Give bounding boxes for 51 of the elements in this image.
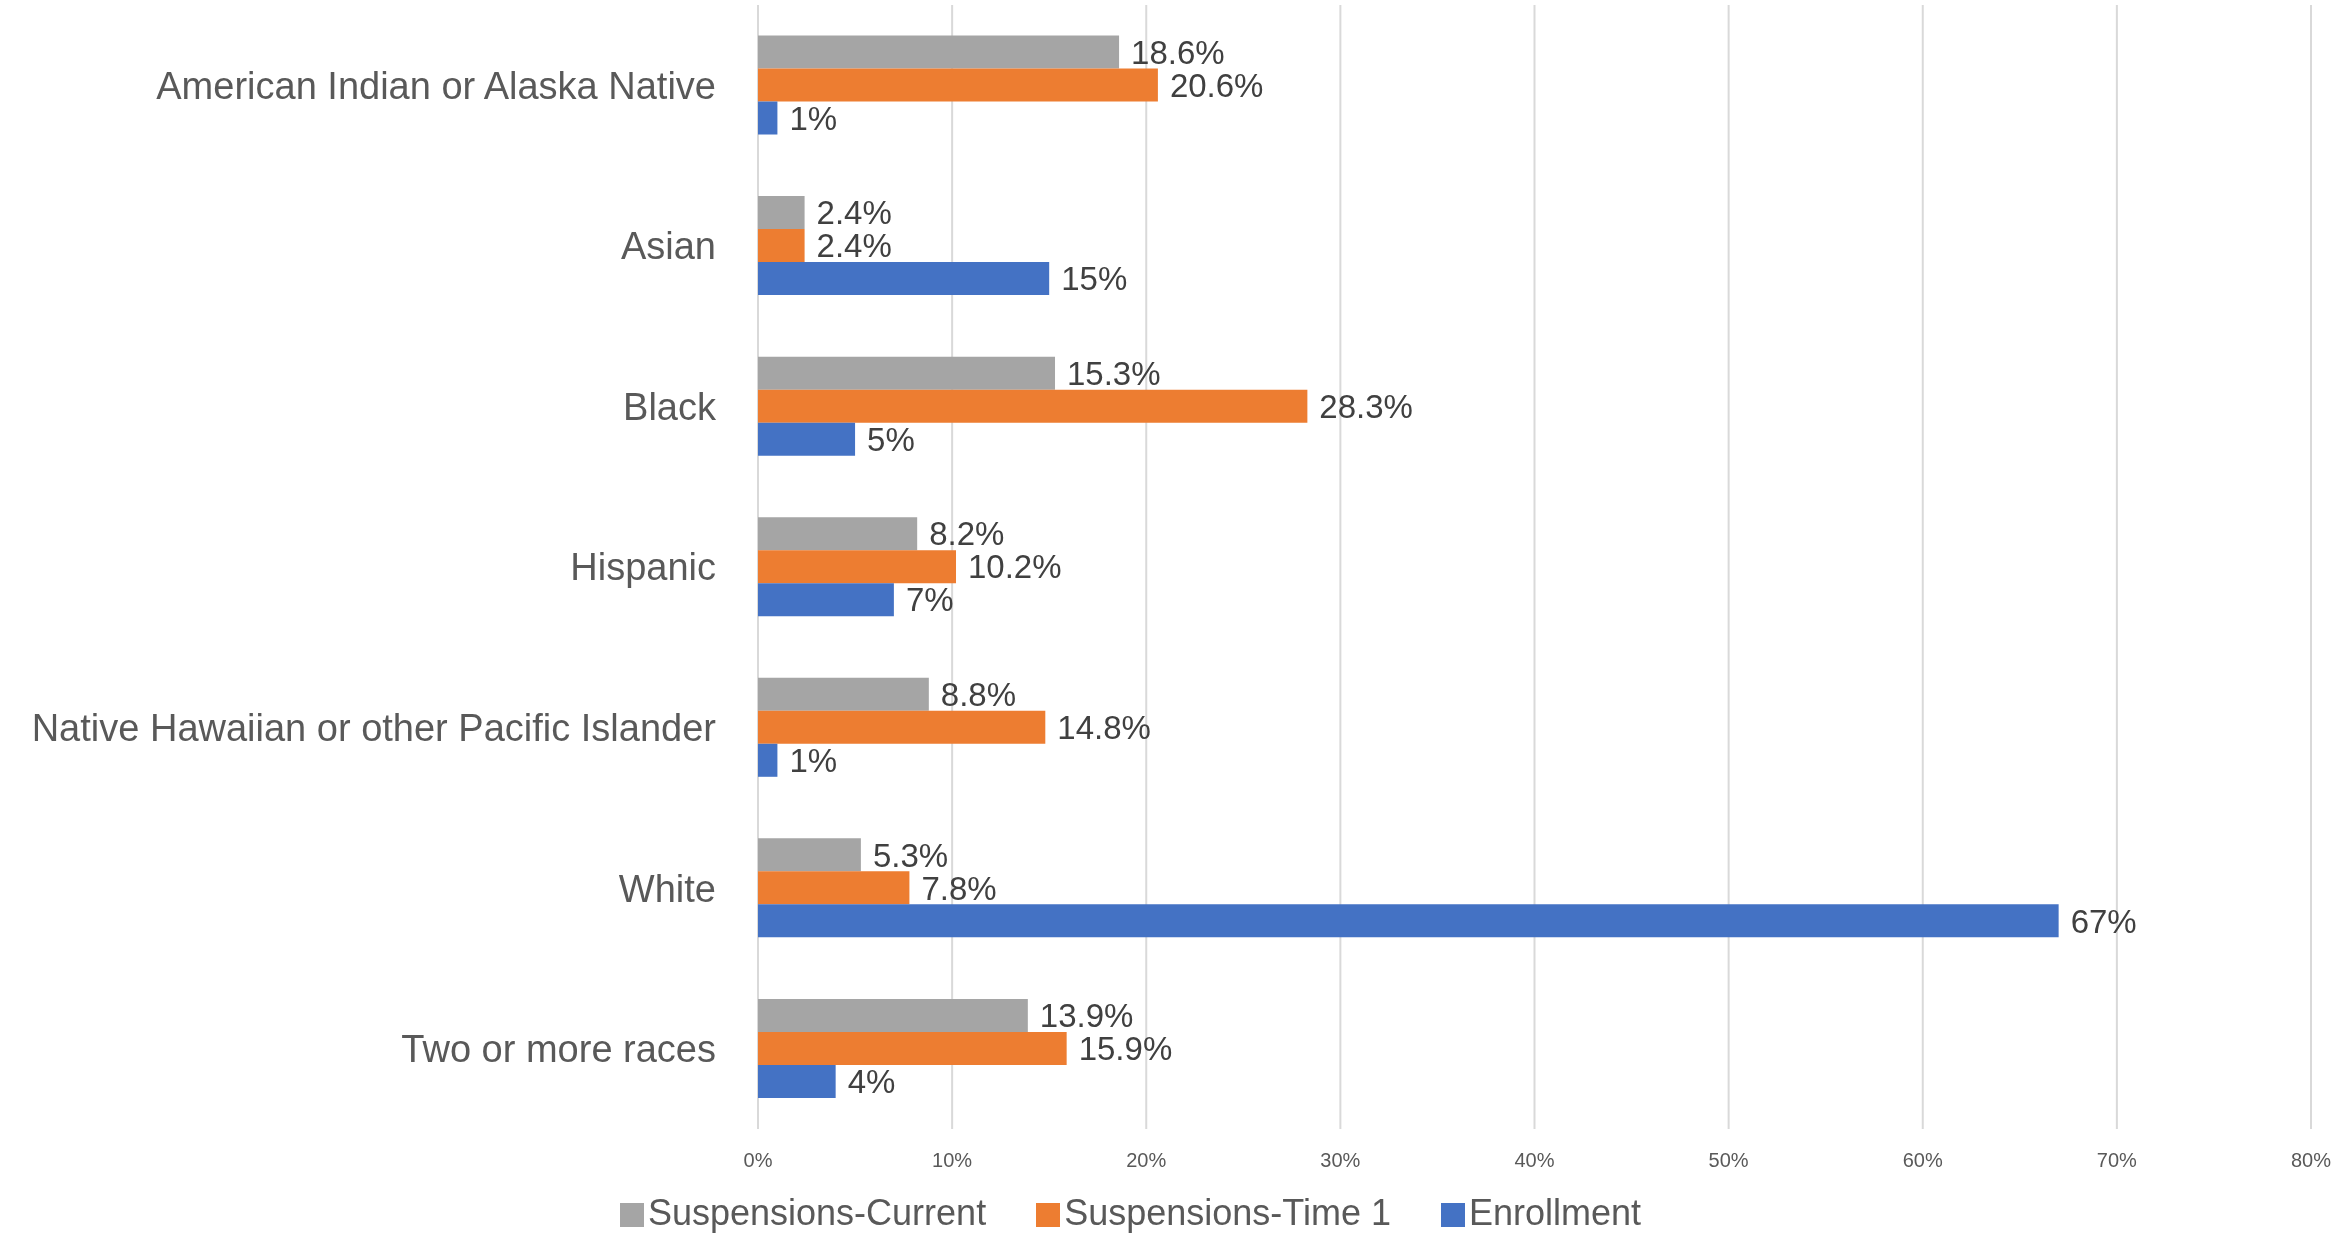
bar [758, 196, 805, 230]
bar [758, 422, 856, 456]
legend-label: Enrollment [1468, 1192, 1642, 1233]
bar [758, 356, 1056, 390]
data-label: 5% [867, 420, 915, 458]
x-tick-label: 20% [1126, 1149, 1167, 1172]
y-tick-label: Native Hawaiian or other Pacific Islander [31, 707, 717, 750]
data-label: 1% [789, 99, 838, 137]
bar [758, 871, 910, 905]
x-tick-label: 30% [1320, 1149, 1361, 1172]
data-label: 1% [789, 742, 838, 780]
data-label: 28.3% [1319, 387, 1413, 425]
bar [758, 101, 778, 135]
bar [758, 583, 894, 617]
legend-label: Suspensions-Time 1 [1064, 1192, 1391, 1233]
data-label: 15.3% [1067, 354, 1161, 392]
x-tick-label: 70% [2096, 1149, 2138, 1172]
bar [758, 68, 1158, 102]
x-tick-label: 50% [1708, 1149, 1749, 1172]
bar [758, 904, 2059, 938]
bar [758, 677, 929, 711]
bar [758, 1064, 836, 1098]
x-tick-label: 10% [932, 1149, 973, 1172]
bar [758, 35, 1120, 69]
data-label: 8.8% [940, 676, 1017, 714]
y-tick-label: Asian [620, 225, 716, 268]
x-tick-label: 40% [1514, 1149, 1555, 1172]
bar [758, 838, 861, 872]
y-tick-label: White [618, 867, 716, 910]
y-tick-label: Black [623, 385, 717, 428]
bar [758, 262, 1050, 296]
data-label: 14.8% [1057, 709, 1151, 747]
legend-label: Suspensions-Current [647, 1192, 987, 1233]
bar [758, 710, 1046, 744]
data-label: 7% [905, 581, 954, 619]
bar [758, 1031, 1067, 1065]
data-label: 67% [2070, 902, 2137, 940]
bar [758, 998, 1028, 1032]
data-label: 4% [847, 1063, 896, 1101]
x-tick-label: 0% [743, 1149, 773, 1172]
bar [758, 229, 805, 263]
y-tick-label: American Indian or Alaska Native [156, 64, 716, 107]
bar [758, 550, 957, 584]
y-tick-label: Two or more races [401, 1028, 716, 1071]
bar [758, 517, 918, 551]
bar [758, 389, 1308, 423]
y-tick-label: Hispanic [570, 546, 716, 589]
x-tick-label: 60% [1902, 1149, 1943, 1172]
data-label: 15% [1061, 260, 1128, 298]
x-tick-label: 80% [2290, 1149, 2332, 1172]
bar [758, 743, 778, 777]
